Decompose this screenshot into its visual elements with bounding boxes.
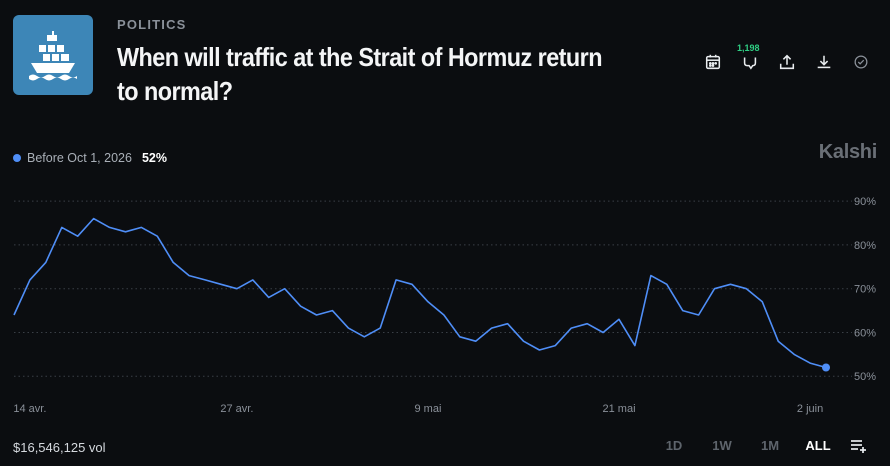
market-category: POLITICS	[117, 17, 187, 32]
comment-button[interactable]: 1,198	[737, 43, 760, 71]
cargo-ship-icon	[29, 31, 77, 81]
legend-series-name: Before Oct 1, 2026	[27, 151, 132, 165]
comment-count: 1,198	[737, 43, 760, 53]
calendar-icon[interactable]	[703, 52, 722, 71]
price-chart[interactable]: 90% 80% 70% 60% 50% 14 avr. 27 avr. 9 mai 21 ma…	[0, 170, 890, 420]
range-1d[interactable]: 1D	[665, 438, 683, 453]
x-tick-label: 14 avr.	[13, 403, 46, 415]
y-tick-label: 50%	[854, 371, 876, 383]
brand-watermark: Kalshi	[818, 141, 878, 163]
y-tick-label: 70%	[854, 284, 876, 296]
market-title: When will traffic at the Strait of Hormu…	[117, 42, 603, 106]
y-tick-label: 90%	[854, 196, 876, 208]
chart-grid	[14, 200, 852, 377]
x-tick-label: 21 mai	[603, 403, 636, 415]
market-image	[13, 15, 93, 95]
legend-series-value: 52%	[141, 151, 167, 165]
range-1m[interactable]: 1M	[760, 438, 780, 453]
legend-dot	[13, 154, 21, 162]
series-line	[13, 217, 827, 369]
series-layer	[13, 217, 830, 372]
y-axis: 90% 80% 70% 60% 50%	[854, 196, 876, 383]
x-tick-label: 2 juin	[797, 403, 823, 415]
share-icon[interactable]	[777, 52, 796, 71]
list-add-icon[interactable]	[848, 439, 870, 453]
comment-icon	[743, 57, 756, 70]
last-point-marker	[822, 363, 830, 372]
x-axis: 14 avr. 27 avr. 9 mai 21 mai 2 juin	[13, 403, 823, 415]
x-tick-label: 9 mai	[415, 403, 442, 415]
market-actions: 1,198	[703, 43, 870, 71]
chart-legend: Before Oct 1, 2026 52%	[13, 151, 167, 165]
time-range-selector: 1D 1W 1M ALL	[650, 438, 870, 453]
market-volume: $16,546,125 vol	[13, 440, 106, 455]
range-1w[interactable]: 1W	[712, 438, 732, 453]
y-tick-label: 80%	[854, 240, 876, 252]
x-tick-label: 27 avr.	[220, 403, 253, 415]
y-tick-label: 60%	[854, 327, 876, 339]
range-all[interactable]: ALL	[805, 438, 831, 453]
download-icon[interactable]	[814, 52, 833, 71]
check-icon[interactable]	[851, 52, 870, 71]
